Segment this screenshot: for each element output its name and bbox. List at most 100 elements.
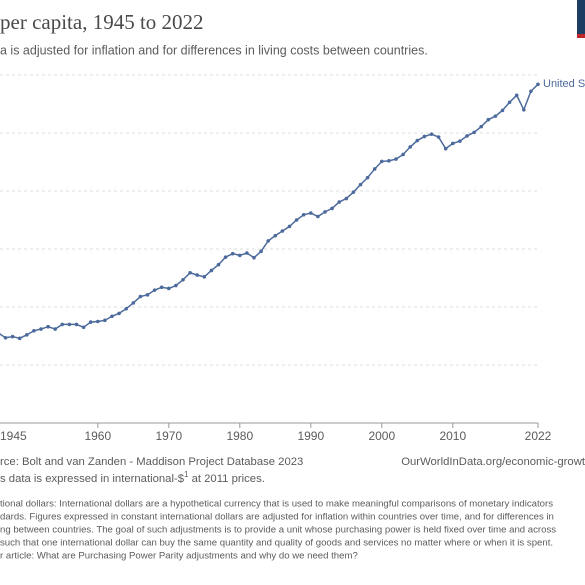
data-point	[124, 306, 128, 311]
data-point	[39, 327, 43, 331]
data-point	[60, 322, 65, 327]
data-point	[422, 134, 427, 139]
data-point	[344, 196, 349, 201]
data-point	[245, 251, 249, 255]
units-after: at 2011 prices.	[188, 473, 264, 485]
data-point	[138, 294, 143, 299]
x-tick-label: 2010	[439, 429, 466, 443]
data-point	[436, 135, 441, 139]
data-point	[259, 249, 263, 254]
data-point	[209, 268, 214, 273]
units-note: s data is expressed in international-$1 …	[0, 470, 265, 485]
data-point	[159, 285, 164, 290]
x-tick-label: 1945	[0, 429, 27, 443]
note-line: ng between countries. The goal of such a…	[0, 525, 556, 536]
series-line	[0, 83, 539, 340]
x-tick-label: 1970	[155, 429, 182, 443]
data-point	[195, 273, 199, 277]
data-point	[32, 328, 36, 333]
data-point	[10, 334, 15, 339]
data-point	[230, 251, 235, 256]
data-point	[465, 134, 469, 138]
data-point	[451, 141, 455, 146]
url: OurWorldInData.org/economic-growt	[401, 456, 585, 468]
data-point	[152, 288, 157, 292]
data-point	[188, 270, 192, 275]
data-point	[110, 314, 114, 319]
x-tick-label: 1960	[84, 429, 111, 443]
data-point	[67, 322, 72, 327]
data-point	[131, 301, 136, 305]
source: rce: Bolt and van Zanden - Maddison Proj…	[0, 456, 303, 468]
data-point	[337, 200, 342, 204]
data-point	[365, 175, 370, 180]
data-point	[309, 211, 313, 215]
data-point	[74, 322, 79, 327]
data-point	[287, 224, 292, 229]
units-before: s data is expressed in international-$	[0, 473, 185, 485]
data-point	[323, 210, 327, 214]
data-point	[351, 190, 356, 194]
data-point	[394, 157, 398, 161]
data-point	[429, 132, 434, 136]
data-point	[46, 324, 50, 329]
data-point	[408, 145, 413, 149]
data-point	[17, 336, 22, 341]
notes: tional dollars: International dollars ar…	[0, 499, 556, 562]
plot-area: $0$10,000$20,000$30,000$40,000$50,000$60…	[0, 74, 585, 443]
data-point	[493, 114, 498, 118]
note-line: tional dollars: International dollars ar…	[0, 499, 553, 510]
data-point	[3, 335, 8, 340]
x-tick-label: 2000	[368, 429, 395, 443]
note-line: such that one international dollar can b…	[0, 538, 553, 549]
data-point	[96, 319, 100, 324]
data-point	[273, 233, 278, 238]
data-point	[294, 218, 299, 222]
x-tick-label: 2022	[525, 429, 552, 443]
data-point	[81, 325, 86, 330]
data-point	[514, 93, 519, 98]
data-point	[316, 214, 320, 219]
data-point	[25, 333, 29, 337]
data-point	[181, 277, 185, 282]
data-point	[167, 286, 171, 291]
data-point	[529, 89, 533, 94]
data-point	[202, 275, 207, 279]
data-point	[380, 159, 384, 164]
note-line: r article: What are Purchasing Power Par…	[0, 551, 358, 562]
data-point	[387, 159, 391, 163]
x-tick-label: 1980	[226, 429, 253, 443]
data-point	[88, 320, 93, 324]
data-point	[507, 100, 512, 105]
data-point	[103, 318, 107, 323]
chart-subtitle: a is adjusted for inflation and for diff…	[0, 43, 428, 57]
logo	[577, 0, 585, 38]
note-line: dards. Figures expressed in constant int…	[0, 512, 554, 523]
data-point	[238, 253, 242, 258]
data-point	[280, 229, 285, 233]
x-tick-label: 1990	[297, 429, 324, 443]
data-point	[358, 182, 363, 187]
data-point	[53, 327, 57, 331]
data-point	[252, 255, 256, 260]
data-point	[301, 212, 306, 217]
data-point	[415, 138, 420, 143]
data-point	[479, 124, 484, 129]
data-point	[372, 167, 377, 171]
data-point	[117, 311, 121, 316]
data-point	[401, 152, 405, 157]
data-point	[145, 293, 150, 297]
units-sup: 1	[184, 470, 189, 479]
data-point	[174, 283, 178, 288]
series-label: United St	[543, 78, 585, 90]
data-point	[223, 255, 228, 259]
data-point	[536, 82, 540, 87]
data-point	[500, 108, 505, 113]
chart-title: per capita, 1945 to 2022	[0, 10, 204, 34]
logo-stripe	[577, 34, 585, 38]
data-point	[330, 206, 334, 211]
data-point	[472, 130, 476, 135]
data-point	[216, 262, 221, 267]
data-point	[486, 117, 491, 122]
